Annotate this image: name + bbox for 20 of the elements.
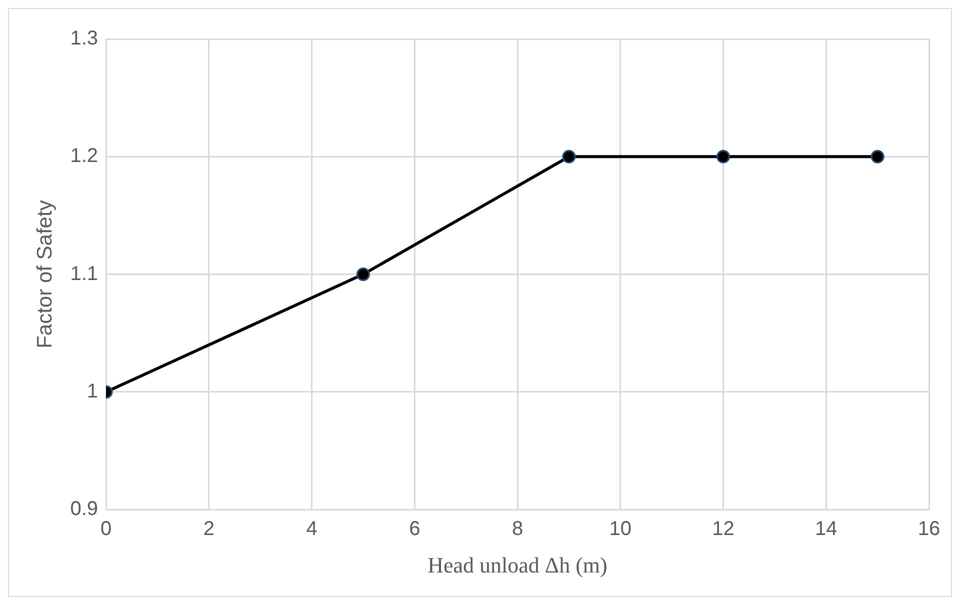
x-tick-label: 14	[815, 518, 838, 540]
y-tick-label: 0.9	[70, 498, 98, 520]
point	[562, 150, 576, 164]
x-tick-label: 6	[409, 518, 420, 540]
y-tick-label: 1.1	[70, 262, 98, 285]
x-tick-label: 16	[918, 518, 940, 540]
x-tick-label: 10	[609, 518, 632, 540]
x-tick-label: 4	[306, 518, 318, 540]
y-tick-label: 1.3	[70, 28, 98, 50]
x-axis-title: Head unload Δh (m)	[428, 552, 608, 578]
point	[356, 268, 370, 282]
point	[716, 150, 730, 164]
x-tick-label: 8	[512, 518, 524, 540]
x-tick-label: 2	[203, 518, 214, 540]
y-tick-label: 1.2	[70, 145, 98, 168]
y-tick-label: 1	[86, 380, 98, 402]
x-tick-label: 12	[712, 518, 734, 540]
y-axis-title: Factor of Safety	[33, 200, 56, 348]
point	[870, 150, 884, 164]
x-tick-label: 0	[100, 518, 112, 540]
